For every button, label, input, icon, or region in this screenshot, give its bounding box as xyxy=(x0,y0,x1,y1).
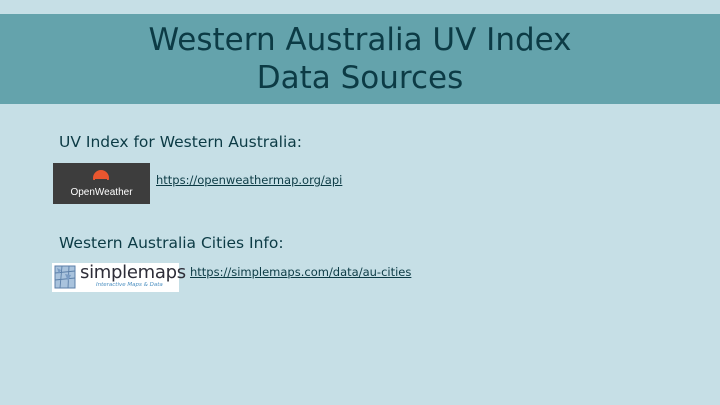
uv-index-heading: UV Index for Western Australia: xyxy=(59,133,302,151)
simplemaps-tagline: Interactive Maps & Data xyxy=(96,282,163,288)
simplemaps-map-icon xyxy=(54,265,76,289)
page-title-line-1: Western Australia UV Index xyxy=(148,22,572,58)
simplemaps-logo: simplemaps Interactive Maps & Data xyxy=(52,262,186,292)
openweather-logo-text: OpenWeather xyxy=(70,187,133,198)
cities-info-heading: Western Australia Cities Info: xyxy=(59,234,284,252)
title-band: Western Australia UV Index Data Sources xyxy=(0,14,720,104)
page-title-line-2: Data Sources xyxy=(256,60,464,96)
simplemaps-logo-text: simplemaps xyxy=(80,262,186,283)
openweather-sun-icon xyxy=(91,170,111,188)
openweather-logo: OpenWeather xyxy=(53,163,150,204)
simplemaps-cities-link[interactable]: https://simplemaps.com/data/au-cities xyxy=(190,265,412,279)
openweather-api-link[interactable]: https://openweathermap.org/api xyxy=(156,173,343,187)
